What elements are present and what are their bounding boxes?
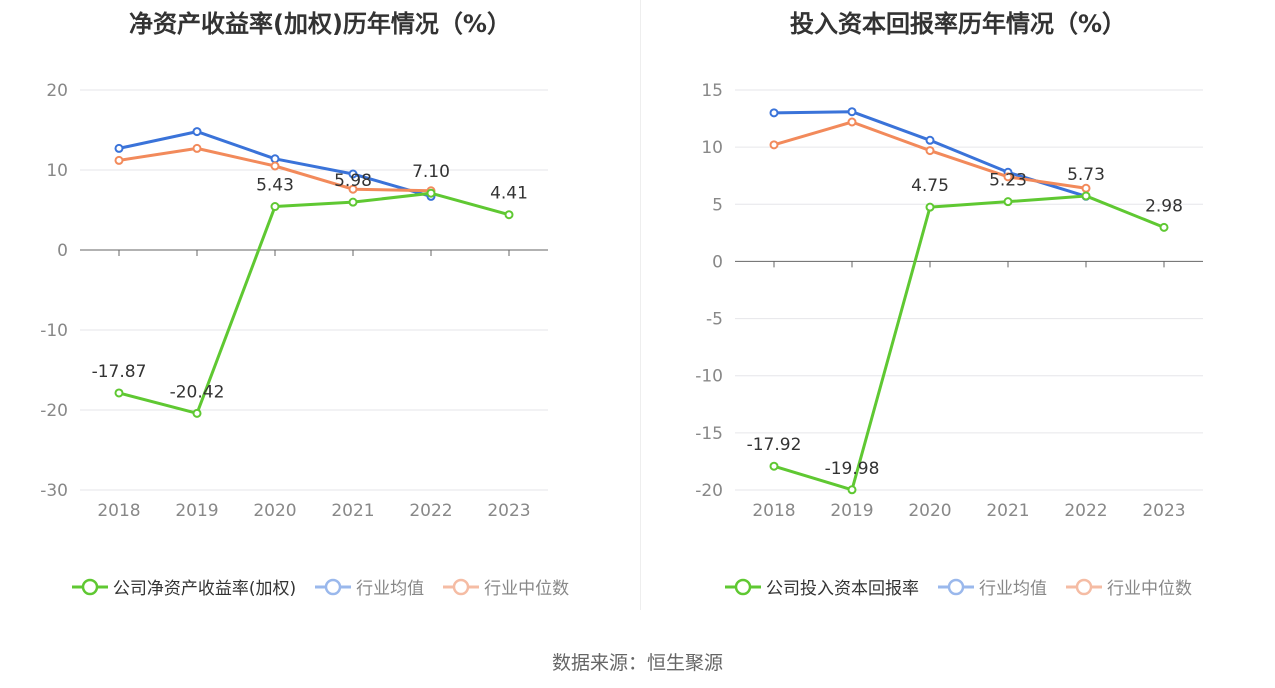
series-line-company xyxy=(118,191,510,415)
y-tick-label: -10 xyxy=(695,367,723,387)
data-label: 4.75 xyxy=(911,176,949,196)
y-tick-label: 0 xyxy=(712,252,723,272)
x-tick-label: 2018 xyxy=(752,501,795,521)
roe-chart-panel: 净资产收益率(加权)历年情况（%） 20 10 0 -10 -20 -30 2018 2019… xyxy=(0,0,640,620)
y-tick-label: -10 xyxy=(40,321,68,341)
x-tick-label: 2022 xyxy=(409,501,452,521)
series-line-company xyxy=(773,194,1165,492)
legend-item-industry_avg[interactable]: 行业均值 xyxy=(314,574,424,599)
y-tick-label: 0 xyxy=(57,241,68,261)
data-point-industry_median[interactable] xyxy=(192,143,202,153)
data-label: -17.87 xyxy=(92,362,147,382)
roic-chart-panel: 投入资本回报率历年情况（%） 15 10 5 0 -5 -10 -15 -20 2018 2019… xyxy=(641,0,1275,620)
legend-marker-icon xyxy=(725,578,761,595)
x-tick-label: 2020 xyxy=(908,501,951,521)
y-tick-label: -5 xyxy=(706,310,723,330)
data-point-industry_avg[interactable] xyxy=(114,143,124,153)
data-point-industry_median[interactable] xyxy=(270,161,280,171)
data-point-company[interactable] xyxy=(504,210,514,220)
data-point-company[interactable] xyxy=(925,202,935,212)
data-point-industry_avg[interactable] xyxy=(847,107,857,117)
y-tick-label: 10 xyxy=(46,161,68,181)
data-point-company[interactable] xyxy=(192,408,202,418)
data-point-industry_median[interactable] xyxy=(925,146,935,156)
y-tick-label: 15 xyxy=(701,81,723,101)
data-point-industry_median[interactable] xyxy=(114,155,124,165)
y-tick-label: 5 xyxy=(712,195,723,215)
y-tick-label: 20 xyxy=(46,81,68,101)
legend-label: 行业中位数 xyxy=(1107,579,1192,599)
data-point-company[interactable] xyxy=(769,461,779,471)
x-tick-label: 2022 xyxy=(1064,501,1107,521)
roe-chart-legend: 公司净资产收益率(加权) 行业均值 行业中位数 xyxy=(0,574,640,599)
roic-chart-svg: 15 10 5 0 -5 -10 -15 -20 2018 2019 2020 2021 2022 202… xyxy=(695,81,1203,521)
data-point-industry_median[interactable] xyxy=(348,184,358,194)
data-point-industry_median[interactable] xyxy=(1081,183,1091,193)
y-tick-label: -30 xyxy=(40,481,68,501)
y-tick-label: -20 xyxy=(695,481,723,501)
data-label: -19.98 xyxy=(825,459,880,479)
data-point-company[interactable] xyxy=(1003,197,1013,207)
legend-label: 公司投入资本回报率 xyxy=(766,579,919,599)
legend-marker-icon xyxy=(938,578,974,595)
legend-label: 公司净资产收益率(加权) xyxy=(112,579,297,599)
data-point-industry_median[interactable] xyxy=(769,140,779,150)
data-point-company[interactable] xyxy=(1159,222,1169,232)
legend-marker-icon xyxy=(1066,578,1102,595)
x-tick-label: 2019 xyxy=(175,501,218,521)
chart-title: 净资产收益率(加权)历年情况（%） xyxy=(129,10,511,38)
legend-label: 行业均值 xyxy=(979,579,1047,599)
data-point-company[interactable] xyxy=(114,388,124,398)
x-tick-label: 2023 xyxy=(1142,501,1185,521)
data-label: 4.41 xyxy=(490,184,528,204)
y-tick-label: -20 xyxy=(40,401,68,421)
chart-title: 投入资本回报率历年情况（%） xyxy=(789,10,1127,38)
data-point-company[interactable] xyxy=(847,485,857,495)
data-label: -17.92 xyxy=(747,435,802,455)
data-source: 数据来源：恒生聚源 xyxy=(551,652,723,674)
legend-item-company[interactable]: 公司投入资本回报率 xyxy=(724,574,919,599)
data-label: 5.73 xyxy=(1067,165,1105,185)
x-tick-label: 2019 xyxy=(830,501,873,521)
data-point-industry_avg[interactable] xyxy=(348,169,358,179)
data-point-company[interactable] xyxy=(348,197,358,207)
legend-label: 行业均值 xyxy=(356,579,425,599)
x-tick-label: 2018 xyxy=(97,501,140,521)
data-label: -20.42 xyxy=(170,382,225,402)
y-tick-label: 10 xyxy=(701,138,723,158)
x-tick-label: 2021 xyxy=(331,501,374,521)
data-point-company[interactable] xyxy=(426,188,436,198)
data-point-industry_avg[interactable] xyxy=(925,135,935,145)
data-label: 5.23 xyxy=(989,171,1027,191)
legend-item-industry_median[interactable]: 行业中位数 xyxy=(442,574,569,599)
roic-chart-legend: 公司投入资本回报率 行业均值 行业中位数 xyxy=(641,574,1275,599)
data-point-industry_median[interactable] xyxy=(847,117,857,127)
data-label: 7.10 xyxy=(412,162,450,182)
legend-label: 行业中位数 xyxy=(484,579,570,599)
data-label: 5.98 xyxy=(334,171,372,191)
roe-chart-svg: 20 10 0 -10 -20 -30 2018 2019 2020 2021 2022 2023 -1… xyxy=(40,81,548,521)
legend-item-company[interactable]: 公司净资产收益率(加权) xyxy=(71,574,296,599)
data-point-industry_median[interactable] xyxy=(1003,172,1013,182)
legend-marker-icon xyxy=(443,578,480,595)
data-label: 2.98 xyxy=(1145,196,1183,216)
data-point-industry_avg[interactable] xyxy=(192,127,202,137)
data-point-company[interactable] xyxy=(270,202,280,212)
x-tick-label: 2021 xyxy=(986,501,1029,521)
data-label: 5.43 xyxy=(256,176,294,196)
legend-item-industry_median[interactable]: 行业中位数 xyxy=(1065,574,1192,599)
y-tick-label: -15 xyxy=(695,424,723,444)
data-point-company[interactable] xyxy=(1081,191,1091,201)
legend-marker-icon xyxy=(71,578,108,595)
data-point-industry_avg[interactable] xyxy=(769,108,779,118)
data-point-industry_avg[interactable] xyxy=(270,154,280,164)
panel-divider xyxy=(640,0,641,610)
legend-item-industry_avg[interactable]: 行业均值 xyxy=(937,574,1047,599)
legend-marker-icon xyxy=(315,578,352,595)
x-tick-label: 2023 xyxy=(487,501,530,521)
x-tick-label: 2020 xyxy=(253,501,296,521)
